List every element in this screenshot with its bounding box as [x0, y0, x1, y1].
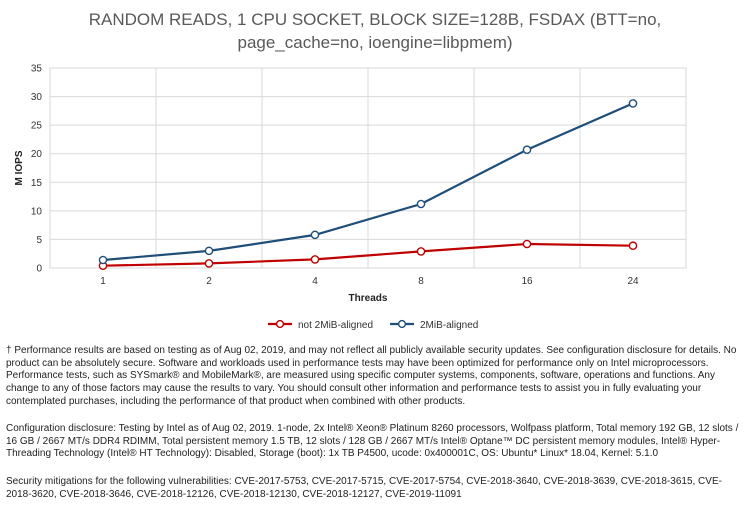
y-tick-label: 30	[31, 92, 43, 103]
data-point	[310, 230, 320, 240]
x-axis-title: Threads	[349, 293, 388, 304]
series-line-1	[102, 242, 634, 267]
legend-swatch-marker	[397, 319, 407, 329]
data-point	[416, 247, 426, 256]
series-lines	[98, 99, 638, 271]
data-point	[98, 255, 108, 265]
data-point	[204, 259, 214, 268]
data-point	[416, 199, 426, 209]
performance-disclaimer-text: † Performance results are based on testi…	[6, 345, 737, 407]
y-tick-label: 15	[31, 178, 43, 189]
configuration-disclosure: Configuration disclosure: Testing by Int…	[6, 423, 744, 461]
performance-disclaimer: † Performance results are based on testi…	[6, 345, 744, 409]
x-tick-label: 16	[521, 276, 533, 287]
chart-title-line-1: RANDOM READS, 1 CPU SOCKET, BLOCK SIZE=1…	[88, 10, 662, 29]
configuration-disclosure-text: Configuration disclosure: Testing by Int…	[6, 423, 739, 460]
gridlines	[49, 67, 687, 269]
security-mitigations: Security mitigations for the following v…	[6, 476, 744, 501]
y-axis-ticks: 0 5 10 15 20 25 30 35	[31, 64, 43, 275]
x-tick-label: 1	[100, 276, 106, 287]
data-point	[204, 246, 214, 256]
x-tick-label: 4	[312, 276, 318, 287]
security-mitigations-text: Security mitigations for the following v…	[6, 476, 722, 500]
legend-swatch-marker	[275, 319, 285, 329]
x-axis-ticks: 1 2 4 8 16 24	[100, 276, 639, 287]
series-line-2	[102, 102, 634, 262]
x-tick-label: 24	[627, 276, 639, 287]
data-point	[310, 255, 320, 264]
y-tick-label: 10	[31, 206, 43, 217]
chart-title-line-2: page_cache=no, ioengine=libpmem)	[237, 33, 513, 52]
y-tick-label: 5	[36, 235, 42, 246]
data-point	[522, 239, 532, 249]
legend: not 2MiB-aligned 2MiB-aligned	[268, 319, 478, 331]
y-tick-label: 35	[31, 64, 43, 75]
data-point	[628, 99, 638, 108]
data-point	[628, 241, 638, 251]
y-tick-label: 25	[31, 121, 43, 132]
y-tick-label: 20	[31, 149, 43, 160]
legend-label: 2MiB-aligned	[420, 320, 478, 331]
x-tick-label: 8	[418, 276, 424, 287]
chart-title: RANDOM READS, 1 CPU SOCKET, BLOCK SIZE=1…	[0, 8, 750, 54]
y-axis-title: M IOPS	[14, 150, 25, 185]
data-point	[522, 145, 532, 155]
y-tick-label: 0	[36, 264, 42, 275]
x-tick-label: 2	[206, 276, 212, 287]
legend-label: not 2MiB-aligned	[298, 320, 373, 331]
